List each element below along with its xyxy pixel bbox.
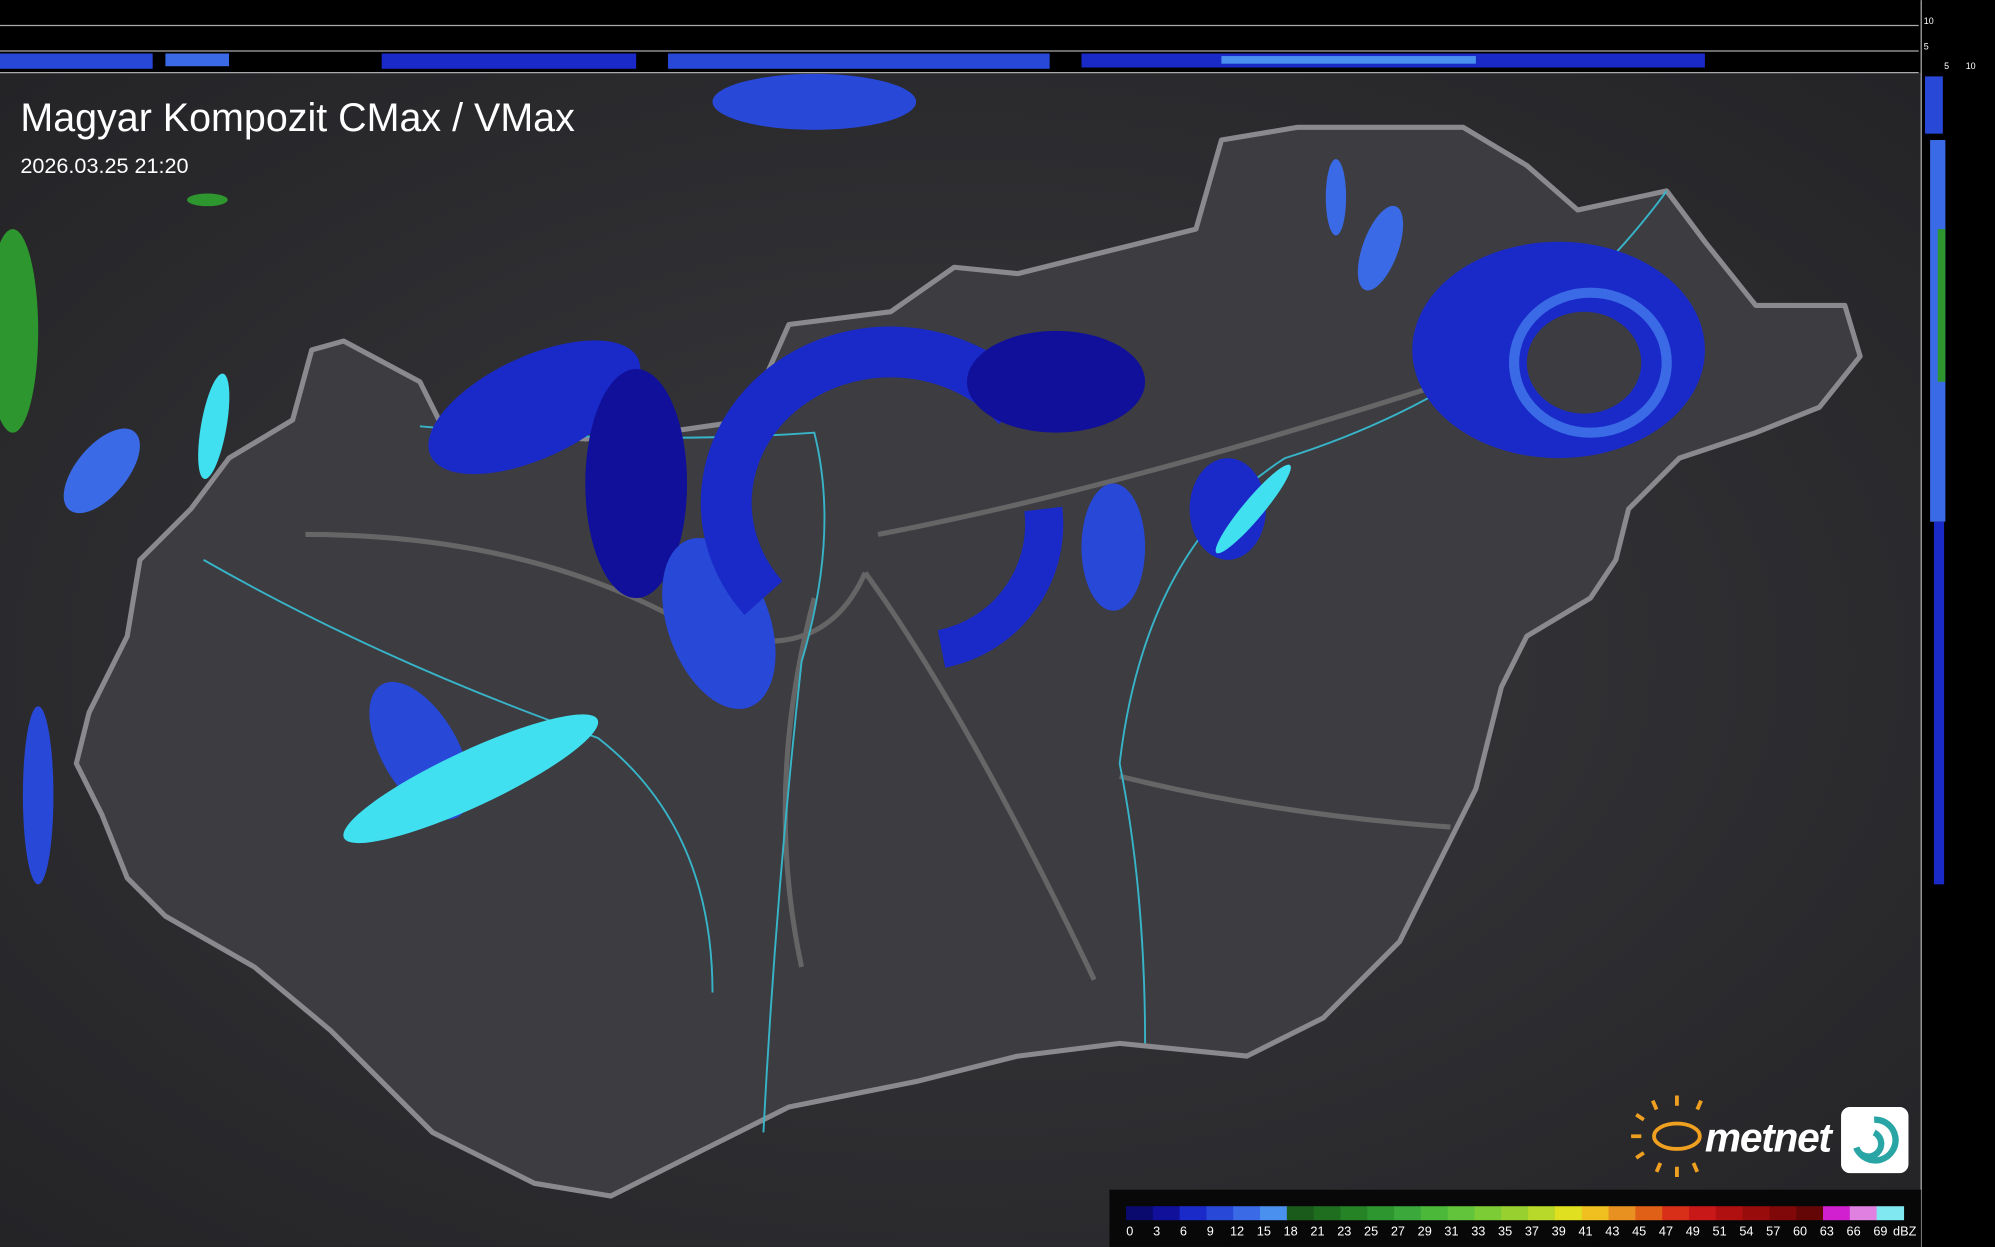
legend-label: 60 [1793, 1223, 1807, 1238]
top-profile-echoes [0, 53, 1705, 69]
legend-label: 6 [1180, 1223, 1187, 1238]
legend: 0 3 6 9 12 15 18 21 23 25 27 29 31 33 35 37 39 41 43 45 47 49… [1126, 1206, 1917, 1238]
legend-swatch [1367, 1206, 1395, 1221]
legend-swatch [1769, 1206, 1797, 1221]
legend-unit: dBZ [1893, 1223, 1917, 1238]
legend-label: 23 [1337, 1223, 1351, 1238]
profile-tick: 10 [1924, 16, 1934, 26]
legend-swatch [1581, 1206, 1610, 1221]
legend-label: 69 [1873, 1223, 1887, 1238]
legend-label: 63 [1820, 1223, 1834, 1238]
profile-tick: 10 [1966, 61, 1976, 71]
legend-swatch [1152, 1206, 1181, 1221]
legend-label: 33 [1471, 1223, 1485, 1238]
legend-swatch [1662, 1206, 1690, 1221]
logo-text: metnet [1705, 1115, 1834, 1161]
legend-swatch [1635, 1206, 1663, 1221]
legend-label: 66 [1847, 1223, 1861, 1238]
legend-swatch [1554, 1206, 1583, 1221]
logo: metnet [1631, 1095, 1909, 1177]
profile-ticks: 10 5 5 10 [1924, 16, 1976, 71]
legend-swatch [1206, 1206, 1234, 1221]
profile-tick: 5 [1924, 42, 1929, 52]
map-title: Magyar Kompozit CMax / VMax [20, 96, 575, 140]
legend-swatch [1876, 1206, 1905, 1221]
legend-swatch [1501, 1206, 1529, 1221]
legend-label: 3 [1153, 1223, 1160, 1238]
legend-label: 31 [1444, 1223, 1458, 1238]
legend-swatch [1286, 1206, 1315, 1221]
legend-label: 43 [1605, 1223, 1619, 1238]
legend-label: 18 [1284, 1223, 1298, 1238]
legend-label: 12 [1230, 1223, 1244, 1238]
legend-label: 57 [1766, 1223, 1780, 1238]
legend-swatch [1260, 1206, 1288, 1221]
legend-swatch [1340, 1206, 1368, 1221]
legend-swatch [1179, 1206, 1208, 1221]
legend-label: 29 [1418, 1223, 1432, 1238]
legend-swatch [1126, 1206, 1154, 1221]
legend-label: 0 [1126, 1223, 1133, 1238]
legend-label: 41 [1578, 1223, 1592, 1238]
legend-swatch [1823, 1206, 1851, 1221]
legend-swatch [1688, 1206, 1717, 1221]
legend-label: 9 [1207, 1223, 1214, 1238]
legend-label: 15 [1257, 1223, 1271, 1238]
legend-swatch [1420, 1206, 1449, 1221]
legend-swatch [1608, 1206, 1636, 1221]
legend-swatch [1849, 1206, 1878, 1221]
radar-echoes [0, 73, 1705, 885]
legend-label: 54 [1739, 1223, 1753, 1238]
legend-swatch [1394, 1206, 1422, 1221]
timestamp: 2026.03.25 21:20 [20, 153, 188, 178]
legend-label: 49 [1686, 1223, 1700, 1238]
legend-swatch [1474, 1206, 1502, 1221]
legend-swatch [1447, 1206, 1476, 1221]
legend-label: 51 [1713, 1223, 1727, 1238]
side-profile-echoes [1925, 76, 1946, 885]
legend-label: 25 [1364, 1223, 1378, 1238]
legend-label: 39 [1552, 1223, 1566, 1238]
legend-label: 47 [1659, 1223, 1673, 1238]
legend-label: 37 [1525, 1223, 1539, 1238]
profile-tick: 5 [1944, 61, 1949, 71]
roads [305, 353, 1528, 981]
legend-label: 21 [1310, 1223, 1324, 1238]
legend-label: 45 [1632, 1223, 1646, 1238]
legend-swatch [1715, 1206, 1744, 1221]
legend-swatch [1742, 1206, 1771, 1221]
legend-swatch [1528, 1206, 1556, 1221]
legend-swatch [1313, 1206, 1342, 1221]
legend-label: 35 [1498, 1223, 1512, 1238]
legend-label: 27 [1391, 1223, 1405, 1238]
legend-swatch [1796, 1206, 1824, 1221]
legend-swatch [1233, 1206, 1261, 1221]
